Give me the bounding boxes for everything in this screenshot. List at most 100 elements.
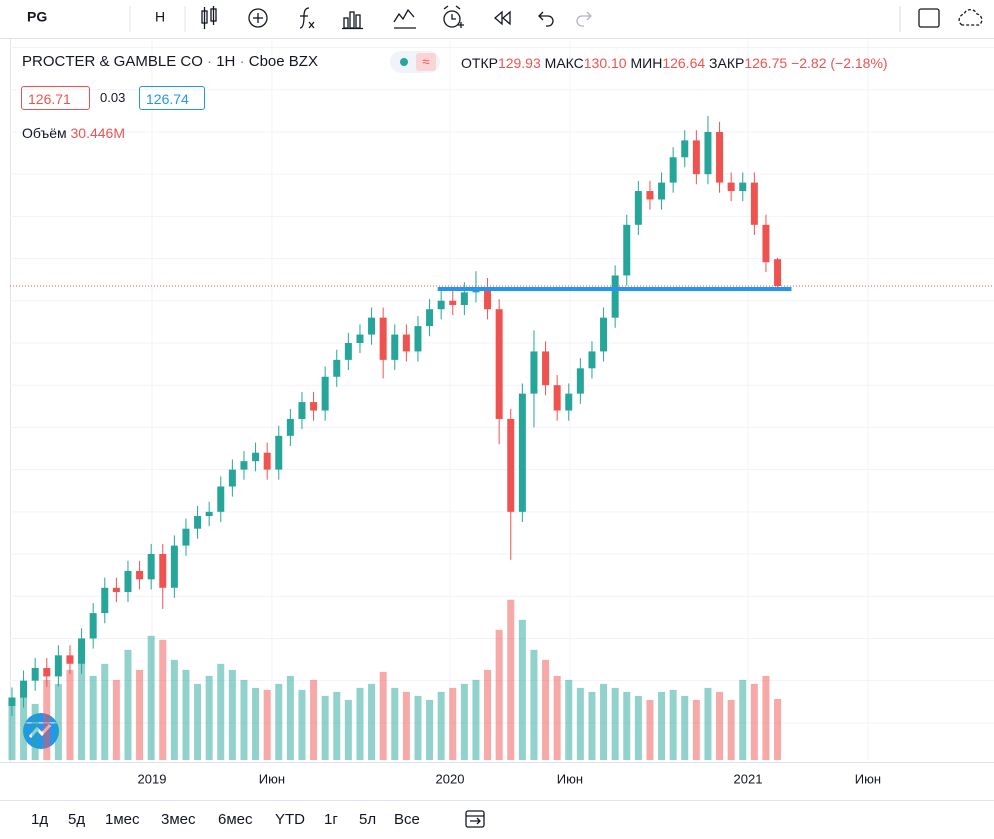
date-range-icon[interactable] [465,810,485,828]
candle-body [368,317,376,335]
candle-body [124,570,132,593]
candle-body [356,334,364,343]
compare-icon[interactable] [248,8,268,28]
volume-bar [646,699,654,760]
volume-bar [472,679,480,760]
open-label: ОТКР [461,55,498,71]
candles-icon[interactable] [201,6,217,29]
candle-body [774,259,782,287]
interval[interactable]: Н [155,9,165,25]
x-tick-label: Июн [855,771,881,786]
volume-bar [286,675,294,760]
volume-bar [600,683,608,760]
bars-icon[interactable] [342,11,363,30]
volume-bar [495,629,503,760]
range-button[interactable]: YTD [275,811,305,828]
candle-body [101,587,109,614]
delay-icon: ≈ [416,53,436,71]
layout-icon[interactable] [918,8,940,28]
range-button[interactable]: 3мес [161,811,196,828]
candle-body [507,418,515,512]
candle-body [576,368,584,394]
range-button[interactable]: 1д [31,811,49,828]
volume-bar [530,649,538,760]
candle-body [460,292,468,305]
candle-body [205,511,213,517]
candle-body [727,182,735,192]
high-value: 130.10 [583,55,627,71]
status-pill[interactable]: ≈ [390,51,440,73]
candle-body [716,131,724,183]
volume-bar [460,683,468,760]
candle-body [414,326,422,352]
volume-bar [449,687,457,760]
redo-icon[interactable] [576,11,592,27]
range-button[interactable]: 1мес [105,811,140,828]
candle-body [310,402,318,411]
volume-label: Объём [22,125,67,141]
volume-bar [124,649,132,760]
x-tick-label: Июн [259,771,285,786]
symbol[interactable]: PG [27,9,47,25]
volume-bar [136,669,144,760]
logo[interactable] [23,713,59,749]
ask-box[interactable]: 126.74 [139,86,205,110]
volume-bar [576,687,584,760]
bid-box[interactable]: 126.71 [21,86,90,110]
candle-body [275,435,283,470]
volume-bar [89,675,97,760]
alert-icon[interactable] [443,5,464,28]
templates-icon[interactable] [393,8,416,29]
volume-bar [31,703,39,760]
volume-bar [8,699,16,760]
candle-body [170,545,178,588]
volume-bar [194,683,202,760]
replay-icon[interactable] [494,10,511,26]
indicators-icon[interactable] [299,7,315,29]
volume-legend: Объём 30.446M [22,125,125,141]
x-tick-label: 2021 [734,771,763,786]
candle-body [437,300,445,310]
candle-body [704,131,712,175]
candle-body [449,300,457,305]
volume-bar [414,695,422,760]
range-button[interactable]: 6мес [218,811,253,828]
volume-bar [66,669,74,760]
candle-body [159,554,167,588]
range-button[interactable]: 5л [359,811,377,828]
candle-body [588,351,596,369]
candle-body [240,461,248,470]
volume-bar [78,659,86,760]
high-label: МАКС [544,55,584,71]
candle-body [484,288,492,310]
volume-bar [391,687,399,760]
candle-body [298,402,306,419]
volume-bar [588,691,596,760]
volume-value: 30.446M [70,125,125,141]
range-button[interactable]: 1г [324,811,338,828]
volume-bar [159,639,167,760]
cloud-icon[interactable] [958,8,983,26]
ohlc-legend: ОТКР129.93 МАКС130.10 МИН126.64 ЗАКР126.… [461,55,888,71]
volume-bar [333,691,341,760]
range-button[interactable]: Все [394,811,420,828]
x-tick-label: 2020 [436,771,465,786]
toolbar-icons [201,5,983,32]
candle-body [136,570,144,580]
volume-bar [379,671,387,760]
market-dot [400,58,408,66]
candle-body [692,140,700,175]
volume-bar [101,663,109,760]
volume-bar [553,675,561,760]
volume-bar [426,699,434,760]
change: −2.82 (−2.18%) [791,55,888,71]
candle-body [228,469,236,487]
candle-body [54,655,62,677]
candle-body [321,376,329,411]
candle-body [402,334,410,352]
undo-icon[interactable] [538,11,554,27]
range-button[interactable]: 5д [68,811,86,828]
volume-bar [182,669,190,760]
volume-bar [344,699,352,760]
